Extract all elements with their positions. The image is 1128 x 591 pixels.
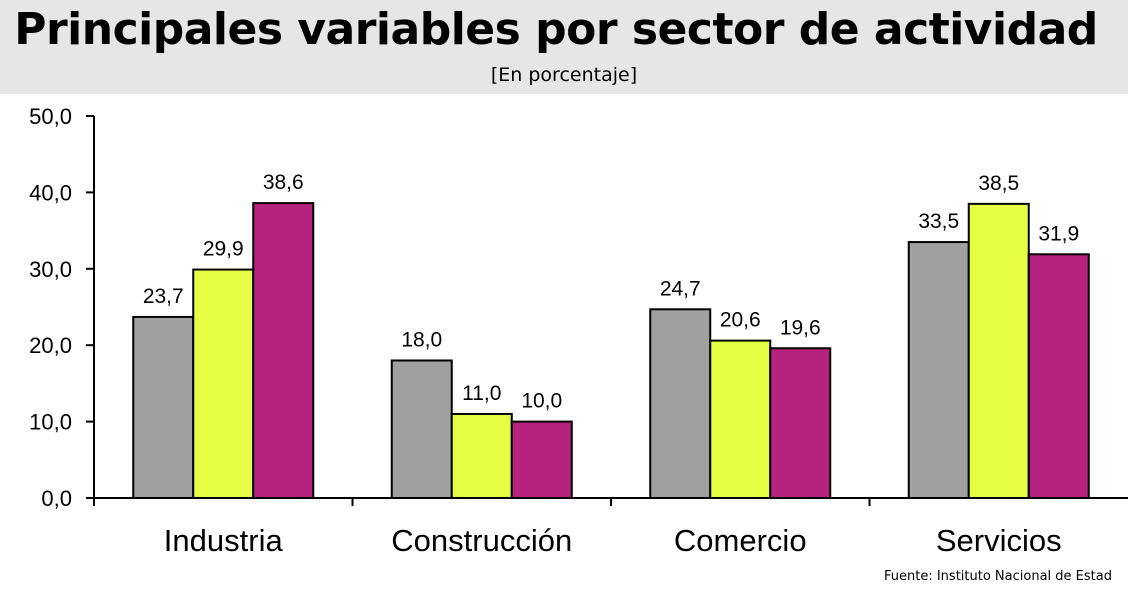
source-note: Fuente: Instituto Nacional de Estad <box>884 569 1112 584</box>
data-label: 11,0 <box>462 382 501 405</box>
y-tick-label: 10,0 <box>29 410 72 435</box>
data-label: 29,9 <box>203 238 244 261</box>
bar <box>132 315 195 499</box>
y-tick-label: 50,0 <box>29 104 72 129</box>
header-band <box>0 0 1128 94</box>
data-label: 38,6 <box>263 171 304 194</box>
data-label: 33,5 <box>918 210 959 233</box>
y-tick-label: 30,0 <box>29 257 72 282</box>
data-label: 24,7 <box>660 277 701 300</box>
bar <box>252 202 315 499</box>
x-tick-label: Comercio <box>674 523 807 558</box>
bar <box>510 420 573 500</box>
bar <box>390 359 453 500</box>
data-label: 10,0 <box>521 390 562 413</box>
y-tick-label: 20,0 <box>29 333 72 358</box>
data-label: 38,5 <box>978 172 1019 195</box>
bar <box>709 339 772 499</box>
bar <box>450 412 513 499</box>
bar <box>1027 253 1090 499</box>
bar <box>192 268 255 499</box>
chart-title: Principales variables por sector de acti… <box>14 4 1098 55</box>
x-tick-label: Servicios <box>936 523 1062 558</box>
x-tick-label: Construcción <box>391 523 572 558</box>
data-label: 18,0 <box>401 328 442 351</box>
bar <box>967 202 1030 500</box>
bar <box>907 241 970 499</box>
y-tick-label: 40,0 <box>29 180 72 205</box>
data-label: 23,7 <box>143 285 184 308</box>
bar <box>649 308 712 499</box>
y-tick-label: 0,0 <box>41 486 72 511</box>
data-label: 20,6 <box>720 309 761 332</box>
bar <box>769 347 832 500</box>
data-label: 19,6 <box>780 316 821 339</box>
data-label: 31,9 <box>1038 222 1079 245</box>
chart-subtitle: [En porcentaje] <box>490 64 638 86</box>
x-tick-label: Industria <box>164 523 284 558</box>
